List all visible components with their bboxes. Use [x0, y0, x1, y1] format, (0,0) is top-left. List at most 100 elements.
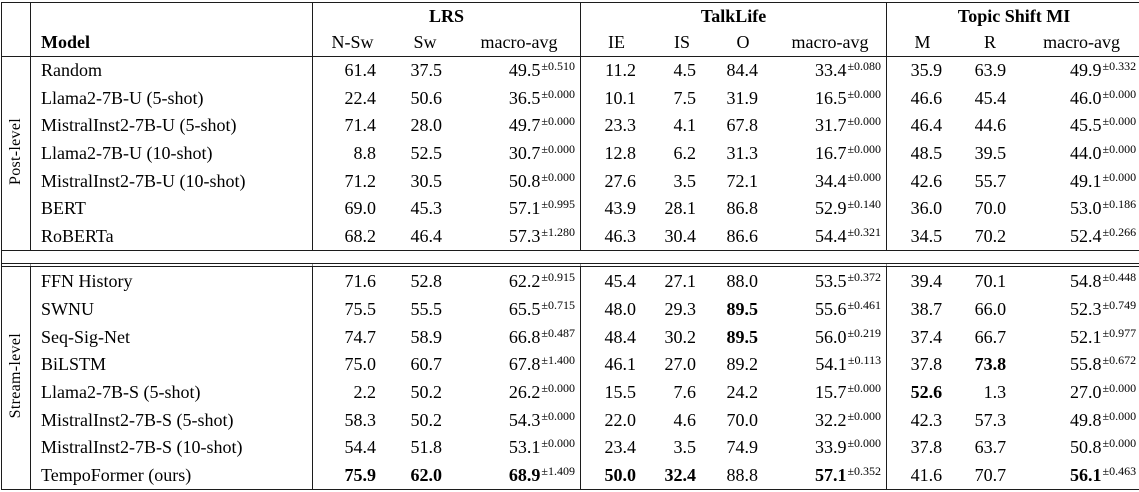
value-cell: 62.2±0.915	[458, 263, 581, 296]
value-cell: 55.6±0.461	[814, 298, 882, 320]
section-label-text: Stream-level	[7, 332, 24, 419]
std-dev: ±0.000	[847, 86, 882, 101]
std-dev: ±0.000	[847, 169, 882, 184]
value-cell: 66.7	[974, 326, 1007, 347]
value-cell: 33.9±0.000	[814, 436, 882, 458]
value-cell: 56.1±0.463	[1069, 463, 1137, 485]
value-cell: 89.2	[726, 354, 759, 375]
value-cell: 52.5	[410, 142, 443, 163]
section-stream-level: Stream-level FFN History 71.6 52.8 62.2±0.91…	[2, 263, 1139, 489]
std-dev: ±0.000	[847, 141, 882, 156]
value-cell: 57.1±0.352	[814, 463, 882, 485]
value-cell: 30.4	[652, 222, 713, 252]
std-dev: ±0.749	[1102, 298, 1137, 313]
model-cell: Llama2-7B-U (10-shot)	[30, 139, 312, 168]
value-cell: 51.8	[410, 437, 443, 458]
std-dev: ±0.715	[541, 298, 576, 313]
value-cell: 27.6	[580, 167, 652, 195]
value-cell: 41.6	[886, 461, 958, 489]
value-cell: 44.0±0.000	[1069, 141, 1137, 163]
table-row: BiLSTM 75.0 60.7 67.8±1.400 46.1 27.0 89.2 54.1…	[2, 351, 1139, 379]
value-cell: 34.4±0.000	[814, 169, 882, 191]
value-cell: 10.1	[580, 84, 652, 113]
value-cell: 84.4	[726, 60, 759, 81]
column-header-sw: Sw	[392, 27, 458, 57]
value-cell: 50.8±0.000	[1069, 436, 1137, 458]
value-cell: 55.7	[974, 170, 1007, 191]
value-cell: 49.8±0.000	[1069, 408, 1137, 430]
std-dev: ±1.280	[541, 224, 576, 239]
value-cell: 16.7±0.000	[814, 141, 882, 163]
table-row: Post-level Random 61.4 37.5 49.5±0.510 11.2 4.…	[2, 57, 1139, 252]
value-cell: 42.6	[886, 167, 958, 195]
value-cell: 70.0	[726, 409, 759, 430]
model-cell: Random	[30, 57, 312, 85]
value-cell: 63.9	[974, 60, 1007, 81]
value-cell: 53.5±0.372	[774, 263, 887, 296]
model-cell: Llama2-7B-U (5-shot)	[30, 84, 312, 113]
section-post-level: Post-level Random 61.4 37.5 49.5±0.510 11.2 4.…	[2, 57, 1139, 252]
model-cell: MistralInst2-7B-S (5-shot)	[30, 406, 312, 434]
std-dev: ±0.000	[847, 380, 882, 395]
value-cell: 65.5±0.715	[508, 298, 576, 320]
value-cell: 38.7	[886, 295, 958, 324]
value-cell: 68.9±1.409	[508, 463, 576, 485]
value-cell: 48.4	[580, 323, 652, 352]
value-cell: 49.9±0.332	[1069, 59, 1137, 81]
column-header-model: Model	[30, 3, 312, 57]
value-cell: 88.8	[726, 464, 759, 485]
value-cell: 39.5	[974, 142, 1007, 163]
value-cell: 22.0	[580, 406, 652, 434]
value-cell: 31.9	[726, 87, 759, 108]
std-dev: ±0.487	[541, 325, 576, 340]
value-cell: 37.8	[886, 433, 958, 462]
model-cell: BiLSTM	[30, 351, 312, 379]
value-cell: 15.5	[580, 378, 652, 407]
value-cell: 6.2	[673, 142, 697, 163]
value-cell: 69.0	[312, 194, 392, 223]
std-dev: ±0.000	[541, 86, 576, 101]
value-cell: 27.0	[664, 354, 697, 375]
value-cell: 72.1	[726, 170, 759, 191]
value-cell: 36.5±0.000	[508, 86, 576, 108]
value-cell: 7.5	[673, 87, 697, 108]
std-dev: ±0.000	[1102, 436, 1137, 451]
value-cell: 63.7	[974, 437, 1007, 458]
value-cell: 30.7±0.000	[508, 141, 576, 163]
value-cell: 44.6	[974, 115, 1007, 136]
value-cell: 50.2	[410, 409, 443, 430]
value-cell: 42.3	[886, 406, 958, 434]
std-dev: ±0.000	[847, 408, 882, 423]
value-cell: 8.8	[312, 139, 392, 168]
table-row: RoBERTa 68.2 46.4 57.3±1.280 46.3 30.4 86.6 54.…	[2, 222, 1139, 252]
value-cell: 12.8	[580, 139, 652, 168]
value-cell: 68.2	[312, 222, 392, 252]
value-cell: 52.6	[886, 378, 958, 407]
table-row: SWNU 75.5 55.5 65.5±0.715 48.0 29.3 89.5 55.6±0…	[2, 295, 1139, 324]
model-cell: MistralInst2-7B-U (5-shot)	[30, 112, 312, 140]
value-cell: 71.4	[312, 112, 392, 140]
value-cell: 53.0±0.186	[1069, 197, 1137, 219]
std-dev: ±0.000	[541, 141, 576, 156]
std-dev: ±0.321	[847, 224, 882, 239]
section-label-text: Post-level	[7, 117, 24, 185]
value-cell: 22.4	[312, 84, 392, 113]
value-cell: 50.6	[410, 87, 443, 108]
std-dev: ±0.000	[1102, 169, 1137, 184]
table-row: Stream-level FFN History 71.6 52.8 62.2±0.91…	[2, 263, 1139, 418]
value-cell: 37.4	[886, 323, 958, 352]
value-cell: 1.3	[983, 381, 1007, 402]
value-cell: 60.7	[410, 354, 443, 375]
std-dev: ±0.000	[541, 380, 576, 395]
std-dev: ±0.000	[541, 169, 576, 184]
model-cell: SWNU	[30, 295, 312, 324]
std-dev: ±0.000	[541, 114, 576, 129]
value-cell: 4.5	[673, 60, 697, 81]
table-header: Model LRS TalkLife Topic Shift MI N-Sw S…	[2, 3, 1139, 57]
value-cell: 57.3±1.280	[458, 222, 581, 252]
value-cell: 53.1±0.000	[508, 436, 576, 458]
value-cell: 74.9	[726, 437, 759, 458]
std-dev: ±0.995	[541, 197, 576, 212]
table-row: Llama2-7B-S (5-shot) 2.2 50.2 26.2±0.000 15.…	[2, 378, 1139, 407]
std-dev: ±0.000	[541, 408, 576, 423]
